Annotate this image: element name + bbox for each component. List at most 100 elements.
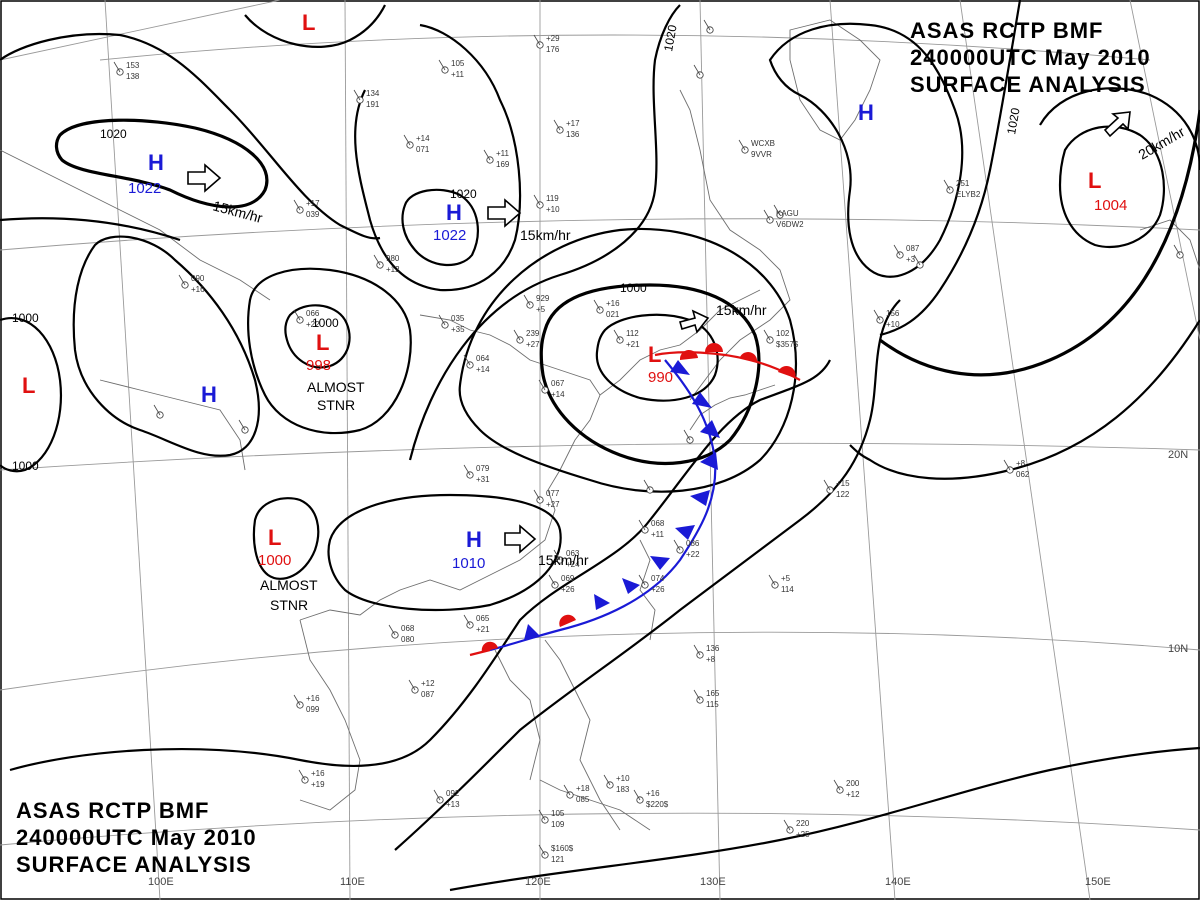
wind-barb: [833, 779, 841, 791]
wind-barb: [693, 644, 701, 656]
observation-value: +17: [566, 119, 580, 128]
low-center-marker: L: [1088, 168, 1101, 193]
observation-value: 021: [606, 310, 620, 319]
wind-barb: [538, 809, 546, 821]
low-center-pressure: 990: [648, 369, 673, 386]
high-center-marker: H: [858, 100, 874, 125]
coastlines: [0, 19, 1200, 831]
high-center-marker: H: [201, 382, 217, 407]
observation-value: +8: [1016, 459, 1026, 468]
isobar-label: 1000: [312, 316, 339, 330]
isobar-label: 1020: [100, 127, 127, 141]
observation-value: +12: [846, 790, 860, 799]
low-center-marker: L: [268, 525, 281, 550]
observation-value: +5: [536, 305, 546, 314]
motion-speed: 15km/hr: [520, 227, 571, 243]
low-center-pressure: 1004: [1094, 197, 1127, 214]
wind-barb: [638, 519, 646, 531]
observation-value: 087: [421, 690, 435, 699]
stationary-notes: ALMOST STNR ALMOST STNR: [260, 379, 365, 613]
wind-barb: [703, 19, 711, 31]
observation-value: +21: [626, 340, 640, 349]
isobar-1010-south: [327, 493, 562, 612]
lon-label: 100E: [148, 876, 174, 888]
observation-value: 251: [956, 179, 970, 188]
isobar-label: 1000: [12, 311, 39, 325]
observation-value: 063: [566, 549, 580, 558]
observation-value: 086: [686, 539, 700, 548]
wind-barb: [553, 549, 561, 561]
observation-value: 239: [526, 329, 540, 338]
almost-stnr-note: ALMOST: [260, 577, 318, 593]
observation-value: +29: [546, 34, 560, 43]
wind-barb: [463, 464, 471, 476]
low-center-marker: L: [648, 342, 661, 367]
observation-value: 092: [446, 789, 460, 798]
observation-value: 065: [476, 614, 490, 623]
observation-value: 105: [551, 809, 565, 818]
isobar-1000-main: [539, 283, 761, 465]
isobar-label: 1000: [12, 459, 39, 473]
observation-value: 099: [306, 705, 320, 714]
wind-barb: [1003, 459, 1011, 471]
motion-arrows: [187, 111, 1131, 554]
wind-barb: [373, 254, 381, 266]
longitude-labels: 100E 110E 120E 130E 140E 150E: [148, 876, 1111, 888]
observation-value: $220$: [646, 800, 669, 809]
observation-value: 066: [306, 309, 320, 318]
observation-value: +17: [306, 199, 320, 208]
wind-barb: [533, 194, 541, 206]
observation-value: +25: [796, 830, 810, 839]
observation-value: ELYB2: [956, 190, 981, 199]
observation-value: +18: [576, 784, 590, 793]
pressure-centers: H 1022 H 1022 H H H 1010 L L L 998 L 990…: [22, 10, 1127, 572]
observation-value: +26: [561, 585, 575, 594]
observation-value: +22: [306, 320, 320, 329]
latitude-labels: 20N 10N: [1168, 449, 1188, 655]
observation-value: 068: [651, 519, 665, 528]
observation-value: 156: [886, 309, 900, 318]
observation-value: +14: [416, 134, 430, 143]
observation-value: +11: [451, 70, 465, 79]
wind-barb: [553, 119, 561, 131]
motion-speed: 15km/hr: [716, 302, 767, 318]
observation-value: +16: [306, 694, 320, 703]
motion-arrow-icon: [1103, 111, 1131, 138]
observation-value: 062: [1016, 470, 1030, 479]
observation-value: 064: [476, 354, 490, 363]
wind-barb: [563, 784, 571, 796]
wind-barb: [353, 89, 361, 101]
observation-value: 122: [836, 490, 850, 499]
wind-barb: [533, 34, 541, 46]
low-center-pressure: 998: [306, 357, 331, 374]
high-center-pressure: 1022: [433, 227, 466, 244]
observation-value: +13: [446, 800, 460, 809]
isobar-1000-west: [0, 317, 62, 473]
isobar-1020-center: [401, 188, 479, 267]
lon-label: 110E: [340, 876, 365, 888]
wind-barb: [153, 404, 161, 416]
lat-label: 10N: [1168, 643, 1188, 655]
observation-value: 112: [626, 329, 639, 338]
wind-barb: [873, 309, 881, 321]
isobar-label: 1020: [450, 187, 477, 201]
low-center-marker: L: [22, 373, 35, 398]
wind-barb: [403, 134, 411, 146]
observation-value: 183: [616, 785, 630, 794]
observation-value: 071: [416, 145, 430, 154]
observation-value: +11: [651, 530, 665, 539]
wind-barb: [538, 379, 546, 391]
observation-value: 136: [566, 130, 580, 139]
wind-barb: [783, 819, 791, 831]
observation-value: 9VVR: [751, 150, 772, 159]
observation-value: 105: [451, 59, 465, 68]
wind-barb: [523, 294, 531, 306]
high-center-pressure: 1022: [128, 180, 161, 197]
isobar-label: 1000: [620, 281, 647, 295]
wind-barb: [483, 149, 491, 161]
observation-value: +16: [646, 789, 660, 798]
wind-barb: [643, 479, 651, 491]
